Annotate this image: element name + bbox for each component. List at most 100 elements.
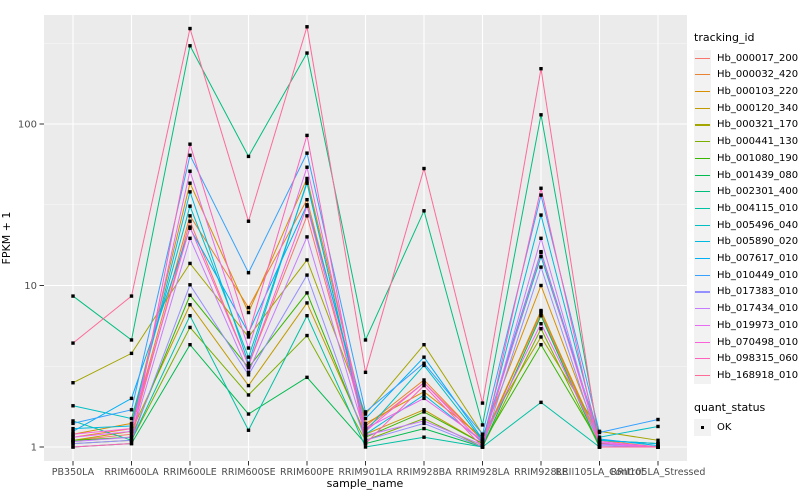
data-point: [305, 197, 309, 202]
legend-entry-label: Hb_000441_130: [717, 136, 799, 148]
data-point: [188, 44, 192, 48]
legend-line-swatch: [695, 341, 710, 343]
legend-line-swatch: [695, 174, 710, 176]
legend-line-swatch: [695, 224, 710, 226]
legend-key-line-icon: [694, 116, 711, 134]
data-point: [480, 441, 485, 446]
data-point: [539, 254, 543, 259]
legend-line-swatch: [695, 191, 710, 193]
data-point: [246, 365, 251, 370]
legend-entry-label: Hb_000017_200: [717, 52, 799, 64]
data-point: [246, 412, 251, 416]
legend-key-line-icon: [694, 83, 711, 100]
data-point: [188, 190, 192, 194]
legend-entry: Hb_000103_220: [694, 83, 798, 100]
legend-key-line-icon: [694, 49, 711, 67]
data-point: [305, 235, 309, 239]
data-point: [422, 421, 426, 426]
x-tick-label: RRIM928LE: [514, 467, 568, 478]
data-point: [422, 419, 426, 423]
data-point: [305, 51, 309, 55]
data-point: [305, 333, 309, 338]
data-point: [539, 66, 543, 71]
data-point: [246, 335, 251, 339]
x-tick-label: RRII105LA_Control: [555, 467, 643, 478]
data-point: [422, 383, 426, 388]
legend-line-swatch: [695, 291, 710, 293]
x-tick-label: RRIM600SE: [221, 467, 275, 478]
data-point: [597, 441, 602, 445]
data-point: [597, 445, 602, 449]
data-point: [71, 441, 75, 446]
data-point: [246, 219, 251, 223]
data-point: [539, 342, 543, 347]
data-point: [363, 445, 368, 449]
data-point: [305, 179, 309, 184]
legend-key-line-icon: [694, 99, 711, 117]
legend-entry-label: Hb_001439_080: [717, 169, 799, 181]
data-point: [188, 325, 192, 330]
data-point: [246, 346, 251, 350]
data-point: [305, 151, 309, 155]
data-point: [422, 435, 426, 439]
data-point: [188, 314, 192, 318]
legend-key-line-icon: [694, 266, 711, 284]
data-point: [246, 332, 251, 336]
data-point: [246, 363, 251, 368]
data-point: [422, 408, 426, 412]
y-axis-title: FPKM + 1: [0, 211, 13, 265]
x-tick-label: RRIM928BA: [396, 467, 452, 478]
data-point: [480, 445, 485, 449]
data-point: [188, 181, 192, 185]
legend-entry: Hb_168918_010: [694, 366, 798, 384]
data-point: [246, 310, 251, 315]
x-tick-label: RRIM600PE: [280, 467, 334, 478]
black-square-marker-icon: [700, 425, 705, 430]
data-point: [71, 435, 75, 439]
legend-line-swatch: [695, 374, 710, 377]
legend-entry: Hb_005890_020: [694, 233, 798, 251]
data-point: [422, 363, 426, 368]
data-point: [71, 419, 75, 423]
data-point: [71, 429, 75, 434]
data-point: [71, 421, 75, 426]
data-point: [539, 311, 543, 316]
legend-entry-label: Hb_005496_040: [717, 219, 799, 231]
data-point: [363, 424, 368, 428]
data-point: [422, 342, 426, 347]
data-point: [246, 373, 251, 377]
data-point: [656, 441, 660, 446]
legend-entry-label: Hb_000120_340: [717, 102, 799, 114]
y-tick-label: 100: [18, 120, 37, 131]
data-point: [422, 410, 426, 414]
data-point: [422, 378, 426, 382]
data-point: [246, 361, 251, 365]
legend-line-swatch: [695, 358, 710, 360]
legend-entry: Hb_004115_010: [694, 199, 798, 217]
data-point: [305, 314, 309, 318]
data-point: [129, 416, 134, 421]
legend-entry: Hb_010449_010: [694, 266, 798, 284]
legend-entry: Hb_002301_400: [694, 183, 798, 201]
data-point: [539, 113, 543, 117]
legend-key-line-icon: [694, 133, 711, 151]
legend-title-quant-status: quant_status: [694, 401, 766, 414]
data-point: [422, 396, 426, 401]
data-point: [188, 342, 192, 347]
data-point: [422, 426, 426, 431]
legend-entry: Hb_017434_010: [694, 300, 798, 318]
legend-key-line-icon: [694, 316, 711, 334]
data-point: [188, 261, 192, 266]
data-point: [129, 408, 134, 412]
legend-entry: Hb_000017_200: [694, 49, 799, 67]
data-point: [539, 186, 543, 190]
data-point: [363, 438, 368, 443]
data-point: [305, 165, 309, 169]
data-point: [71, 445, 75, 449]
data-point: [129, 429, 134, 434]
data-point: [188, 153, 192, 158]
legend-key-line-icon: [694, 300, 711, 318]
legend-entry: Hb_000321_170: [694, 116, 798, 134]
data-point: [656, 424, 660, 429]
